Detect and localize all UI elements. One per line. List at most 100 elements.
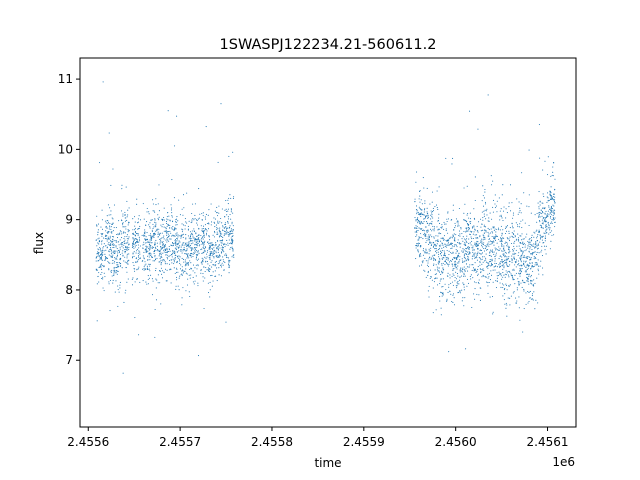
data-point	[491, 218, 493, 220]
data-point	[516, 302, 518, 304]
data-point	[535, 243, 537, 245]
data-point	[160, 267, 162, 269]
data-point	[179, 241, 181, 243]
data-point	[226, 239, 228, 241]
data-point	[208, 254, 210, 256]
data-point	[146, 221, 148, 223]
data-point	[538, 212, 540, 214]
data-point	[459, 271, 461, 273]
data-point	[439, 259, 441, 261]
data-point	[482, 246, 484, 248]
data-point	[487, 227, 489, 230]
data-point	[501, 259, 503, 261]
data-point	[551, 230, 553, 232]
data-point	[102, 276, 104, 278]
data-point	[549, 193, 551, 195]
data-point	[433, 281, 435, 283]
data-point	[528, 273, 530, 275]
data-point	[196, 259, 198, 261]
data-point	[436, 207, 438, 209]
data-point	[448, 250, 450, 252]
data-point	[502, 263, 504, 265]
data-point	[114, 269, 116, 271]
data-point	[447, 212, 449, 214]
data-point	[177, 220, 179, 222]
data-point	[465, 231, 467, 233]
data-point	[428, 248, 430, 250]
data-point	[435, 277, 437, 279]
data-point	[191, 212, 193, 215]
data-point	[541, 245, 543, 247]
data-point	[176, 261, 178, 263]
data-point	[511, 260, 513, 262]
data-point	[484, 201, 487, 203]
data-point	[535, 262, 537, 264]
data-point	[225, 256, 227, 258]
data-point	[209, 245, 211, 247]
data-point	[145, 245, 147, 248]
data-point	[428, 224, 430, 226]
data-point	[473, 255, 475, 257]
data-point	[530, 283, 532, 285]
data-point	[208, 209, 210, 211]
data-point	[163, 235, 165, 237]
data-point	[422, 262, 424, 264]
data-point	[454, 222, 456, 224]
data-point	[442, 250, 444, 252]
data-point	[113, 240, 115, 242]
data-point	[542, 212, 544, 214]
data-point	[486, 249, 488, 251]
data-point	[539, 238, 542, 240]
data-point	[548, 208, 551, 210]
data-point	[220, 240, 222, 242]
data-point	[152, 223, 154, 225]
data-point	[471, 306, 473, 309]
data-point	[455, 234, 457, 236]
data-point	[435, 245, 437, 247]
data-point	[162, 259, 164, 261]
data-point	[488, 233, 490, 235]
data-point	[492, 206, 494, 208]
data-point	[525, 249, 527, 251]
data-point	[494, 238, 496, 240]
data-point	[147, 267, 149, 269]
data-point	[452, 265, 454, 267]
data-point	[152, 235, 154, 237]
data-point	[232, 151, 234, 153]
data-point	[163, 230, 165, 232]
data-point	[414, 201, 416, 203]
data-point	[418, 256, 421, 258]
data-point	[113, 268, 115, 270]
data-point	[458, 242, 460, 244]
data-point	[435, 273, 437, 275]
data-point	[230, 237, 232, 239]
data-point	[155, 299, 158, 301]
data-point	[231, 223, 233, 225]
data-point	[414, 216, 416, 219]
data-point	[491, 250, 493, 252]
data-point	[550, 209, 552, 211]
data-point	[440, 244, 442, 246]
data-point	[145, 236, 147, 238]
data-point	[131, 245, 134, 247]
data-point	[229, 243, 231, 245]
data-point	[159, 261, 161, 263]
data-point	[127, 214, 129, 216]
data-point	[533, 258, 535, 260]
data-point	[433, 258, 435, 260]
data-point	[465, 239, 467, 241]
data-point	[469, 264, 471, 266]
data-point	[441, 263, 443, 265]
data-point	[106, 231, 108, 233]
data-point	[531, 265, 533, 267]
data-point	[142, 234, 145, 236]
data-point	[440, 233, 442, 235]
data-point	[168, 231, 170, 233]
data-point	[479, 257, 481, 259]
data-point	[159, 250, 161, 252]
data-point	[177, 271, 179, 273]
data-point	[428, 238, 430, 240]
data-point	[544, 233, 546, 235]
data-point	[227, 222, 229, 224]
data-point	[475, 234, 478, 236]
